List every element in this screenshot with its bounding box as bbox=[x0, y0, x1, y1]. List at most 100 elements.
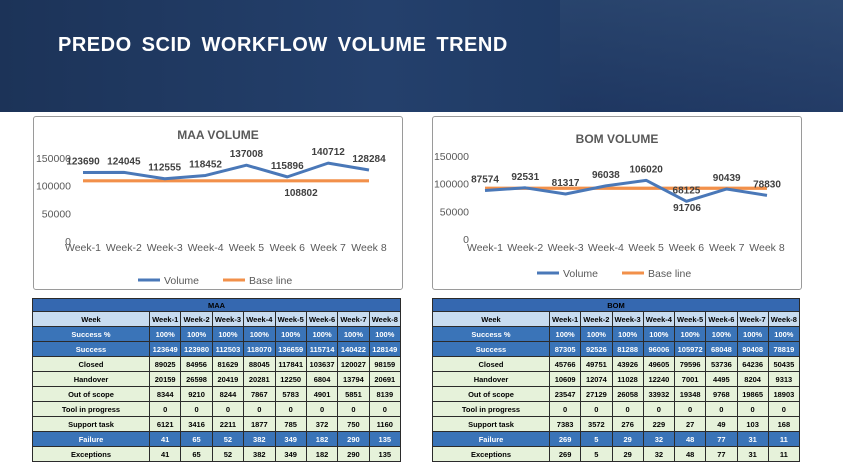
table-cell: 49 bbox=[705, 416, 738, 432]
row-label: Out of scope bbox=[32, 386, 150, 402]
table-cell: 7383 bbox=[548, 416, 582, 432]
table-cell: 19348 bbox=[673, 386, 707, 402]
table-cell: 0 bbox=[368, 401, 402, 417]
table-cell: 0 bbox=[180, 401, 213, 417]
table-cell: 118070 bbox=[243, 341, 276, 357]
table-cell: 20159 bbox=[148, 371, 182, 387]
table-cell: 0 bbox=[548, 401, 582, 417]
table-cell: 52 bbox=[211, 431, 245, 447]
table-cell: 372 bbox=[305, 416, 339, 432]
table-cell: 43926 bbox=[611, 356, 644, 372]
table-cell: 20419 bbox=[211, 371, 245, 387]
table-cell: 9768 bbox=[705, 386, 738, 402]
table-cell: 100% bbox=[642, 326, 676, 342]
table-cell: 20281 bbox=[243, 371, 276, 387]
table-cell: 8139 bbox=[368, 386, 402, 402]
table-cell: 81288 bbox=[611, 341, 644, 357]
data-label: 124045 bbox=[107, 156, 141, 167]
table-cell: 92526 bbox=[580, 341, 613, 357]
table-row: Out of scope 8344 9210 8244 7867 5783 4901 5851… bbox=[32, 386, 402, 402]
table-cell: 89025 bbox=[148, 356, 182, 372]
row-label: Closed bbox=[32, 356, 150, 372]
table-header-cell: Week-1 bbox=[148, 311, 182, 327]
row-label: Success % bbox=[432, 326, 550, 342]
table-cell: 0 bbox=[611, 401, 644, 417]
table-cell: 120027 bbox=[337, 356, 370, 372]
x-tick-label: Week 6 bbox=[669, 242, 705, 254]
table-cell: 50435 bbox=[767, 356, 801, 372]
table-row: Exceptions 41 65 52 382 349 182 290 135 bbox=[32, 446, 402, 462]
table-header-cell: Week-8 bbox=[368, 311, 402, 327]
table-cell: 100% bbox=[180, 326, 213, 342]
maa-volume-chart: MAA VOLUME 0 50000 100000 150000 Week-1 Week-2… bbox=[33, 116, 403, 290]
table-cell: 18903 bbox=[767, 386, 801, 402]
table-header-cell: Week-2 bbox=[180, 311, 213, 327]
table-cell: 49751 bbox=[580, 356, 613, 372]
table-cell: 7867 bbox=[243, 386, 276, 402]
table-cell: 229 bbox=[642, 416, 676, 432]
row-label: Exceptions bbox=[32, 446, 150, 462]
table-cell: 105972 bbox=[673, 341, 707, 357]
table-cell: 349 bbox=[274, 431, 307, 447]
x-tick-label: Week-3 bbox=[147, 242, 183, 254]
volume-line bbox=[82, 161, 370, 181]
table-cell: 88045 bbox=[243, 356, 276, 372]
table-cell: 4901 bbox=[305, 386, 339, 402]
x-tick-label: Week 7 bbox=[310, 242, 346, 254]
table-cell: 785 bbox=[274, 416, 307, 432]
table-cell: 12250 bbox=[274, 371, 307, 387]
table-cell: 98159 bbox=[368, 356, 402, 372]
chart-title: MAA VOLUME bbox=[177, 128, 259, 142]
data-label: 118452 bbox=[189, 159, 222, 170]
table-row: Failure 269 5 29 32 48 77 31 11 bbox=[432, 431, 801, 447]
table-cell: 3416 bbox=[180, 416, 213, 432]
table-cell: 12074 bbox=[580, 371, 613, 387]
table-cell: 5851 bbox=[337, 386, 370, 402]
y-tick-label: 0 bbox=[65, 236, 71, 248]
table-cell: 41 bbox=[148, 431, 182, 447]
table-cell: 100% bbox=[211, 326, 245, 342]
table-cell: 96006 bbox=[642, 341, 676, 357]
x-tick-label: Week-4 bbox=[588, 242, 624, 254]
table-cell: 27 bbox=[673, 416, 707, 432]
table-cell: 31 bbox=[736, 446, 769, 462]
table-cell: 0 bbox=[736, 401, 769, 417]
data-label: 112555 bbox=[148, 163, 181, 174]
y-tick-label: 50000 bbox=[440, 206, 469, 218]
table-row: Tool in progress 0 0 0 0 0 0 0 0 bbox=[432, 401, 801, 417]
x-tick-label: Week-2 bbox=[507, 242, 543, 254]
table-cell: 8204 bbox=[736, 371, 769, 387]
table-cell: 0 bbox=[274, 401, 307, 417]
x-tick-label: Week 5 bbox=[628, 242, 664, 254]
table-cell: 182 bbox=[305, 431, 339, 447]
table-cell: 87305 bbox=[548, 341, 582, 357]
table-cell: 7001 bbox=[673, 371, 707, 387]
table-header-row: Week Week-1 Week-2 Week-3 Week-4 Week-5 Week-6… bbox=[32, 311, 402, 327]
table-row: Handover 10609 12074 11028 12240 7001 4495 8204… bbox=[432, 371, 801, 387]
y-tick-label: 100000 bbox=[434, 179, 469, 191]
row-label: Failure bbox=[432, 431, 550, 447]
row-label: Out of scope bbox=[432, 386, 550, 402]
maa-table: MAA Week Week-1 Week-2 Week-3 Week-4 Week-5 Wee… bbox=[32, 298, 402, 462]
table-header-cell: Week-4 bbox=[243, 311, 276, 327]
data-label: 81317 bbox=[552, 178, 580, 189]
table-cell: 269 bbox=[548, 431, 582, 447]
table-cell: 100% bbox=[274, 326, 307, 342]
data-label: 78830 bbox=[753, 179, 781, 190]
table-caption-row: MAA bbox=[32, 298, 401, 312]
table-cell: 0 bbox=[337, 401, 370, 417]
table-cell: 33932 bbox=[642, 386, 676, 402]
table-cell: 8344 bbox=[148, 386, 182, 402]
table-cell: 90408 bbox=[736, 341, 769, 357]
table-cell: 382 bbox=[243, 431, 276, 447]
table-cell: 123980 bbox=[180, 341, 213, 357]
table-cell: 27129 bbox=[580, 386, 613, 402]
table-header-label: Week bbox=[32, 311, 150, 327]
legend-label: Base line bbox=[648, 268, 691, 280]
bom-volume-chart: BOM VOLUME 0 50000 100000 150000 Week-1 Week-2… bbox=[432, 116, 802, 290]
table-cell: 100% bbox=[611, 326, 644, 342]
x-tick-label: Week 5 bbox=[229, 242, 265, 254]
table-header-label: Week bbox=[432, 311, 550, 327]
table-cell: 100% bbox=[767, 326, 801, 342]
table-cell: 48 bbox=[673, 446, 707, 462]
